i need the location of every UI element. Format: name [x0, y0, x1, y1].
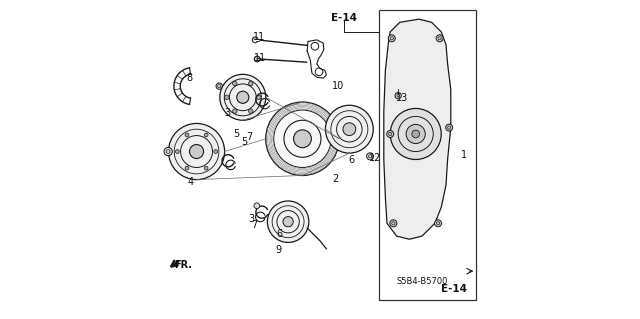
Circle shape — [204, 133, 208, 137]
Circle shape — [266, 102, 339, 175]
Text: 8: 8 — [186, 73, 192, 83]
Circle shape — [388, 35, 396, 42]
Polygon shape — [384, 19, 451, 239]
Circle shape — [445, 124, 452, 131]
Circle shape — [268, 201, 309, 242]
Circle shape — [185, 166, 189, 170]
Circle shape — [189, 145, 204, 159]
Circle shape — [252, 37, 258, 43]
Circle shape — [367, 153, 374, 160]
Circle shape — [325, 105, 373, 153]
Text: 6: 6 — [276, 229, 282, 240]
Circle shape — [175, 150, 179, 153]
Text: 6: 6 — [348, 155, 354, 165]
Circle shape — [436, 35, 443, 42]
Bar — [379, 10, 476, 300]
Circle shape — [254, 56, 260, 62]
Text: 11: 11 — [254, 53, 266, 63]
Circle shape — [390, 108, 441, 160]
Text: 1: 1 — [461, 150, 467, 160]
Circle shape — [216, 83, 222, 89]
Text: 11: 11 — [253, 32, 265, 42]
Text: 7: 7 — [246, 131, 252, 142]
Circle shape — [220, 74, 266, 120]
Circle shape — [406, 124, 425, 144]
Text: 10: 10 — [332, 81, 344, 91]
Circle shape — [283, 217, 293, 227]
Circle shape — [343, 123, 356, 136]
Text: 7: 7 — [252, 220, 258, 230]
Circle shape — [412, 130, 420, 138]
Circle shape — [294, 130, 312, 148]
Text: 3: 3 — [248, 213, 255, 224]
Text: 13: 13 — [396, 93, 408, 103]
Circle shape — [232, 109, 237, 113]
Circle shape — [164, 147, 172, 156]
Circle shape — [387, 130, 394, 137]
Circle shape — [248, 81, 253, 86]
Text: 3: 3 — [225, 108, 230, 118]
Circle shape — [254, 203, 260, 209]
Circle shape — [237, 91, 249, 103]
Circle shape — [435, 220, 442, 227]
Text: 5: 5 — [241, 137, 247, 147]
Circle shape — [390, 220, 397, 227]
Text: 9: 9 — [275, 245, 282, 256]
Circle shape — [257, 95, 261, 100]
Circle shape — [214, 150, 218, 153]
Circle shape — [232, 81, 237, 86]
Circle shape — [168, 123, 225, 180]
Circle shape — [185, 133, 189, 137]
Circle shape — [204, 166, 208, 170]
Text: S5B4-B5700: S5B4-B5700 — [396, 277, 448, 286]
Circle shape — [248, 109, 253, 113]
Text: E-14: E-14 — [331, 12, 357, 23]
Circle shape — [225, 95, 229, 100]
Text: FR.: FR. — [174, 260, 192, 271]
Circle shape — [395, 93, 401, 99]
Text: 12: 12 — [369, 153, 381, 163]
Text: 5: 5 — [234, 129, 239, 139]
Text: 4: 4 — [188, 177, 194, 188]
Text: E-14: E-14 — [441, 284, 467, 294]
Text: 2: 2 — [332, 174, 339, 184]
